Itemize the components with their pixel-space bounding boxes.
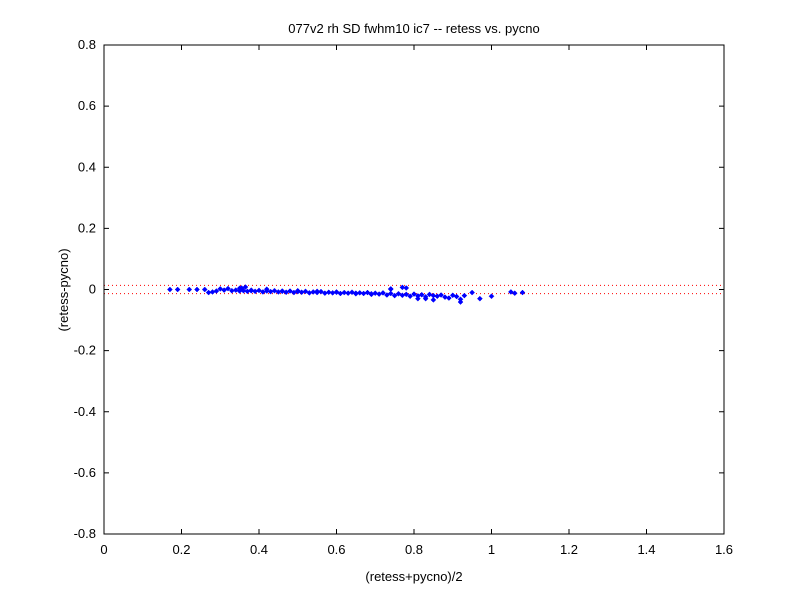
x-tick-label: 0.6 bbox=[327, 542, 345, 557]
reference-lines bbox=[104, 284, 724, 295]
data-point bbox=[384, 292, 390, 298]
data-point bbox=[372, 290, 379, 297]
y-tick-label: 0.2 bbox=[78, 220, 96, 235]
data-point bbox=[294, 287, 301, 294]
y-tick-label: 0.6 bbox=[78, 98, 96, 113]
data-point bbox=[167, 286, 173, 293]
data-point bbox=[302, 288, 309, 295]
y-tick-label: -0.8 bbox=[74, 526, 96, 541]
x-axis-label: (retess+pycno)/2 bbox=[365, 569, 462, 584]
y-tick-label: 0 bbox=[89, 282, 96, 297]
chart-title: 077v2 rh SD fwhm10 ic7 -- retess vs. pyc… bbox=[288, 21, 539, 36]
data-point bbox=[325, 289, 332, 296]
data-point bbox=[287, 288, 293, 294]
data-point bbox=[438, 292, 444, 298]
x-tick-label: 0.2 bbox=[172, 542, 190, 557]
data-point bbox=[387, 290, 394, 297]
data-point bbox=[232, 287, 239, 293]
data-point bbox=[213, 288, 220, 294]
x-tick-label: 0.4 bbox=[250, 542, 268, 557]
data-point bbox=[240, 287, 247, 294]
data-point bbox=[263, 286, 270, 293]
data-point bbox=[461, 292, 468, 299]
data-point bbox=[411, 291, 417, 297]
data-point bbox=[356, 290, 363, 296]
data-point bbox=[511, 290, 518, 297]
y-tick-label: 0.4 bbox=[78, 159, 96, 174]
data-point bbox=[399, 284, 406, 291]
y-tick-label: -0.4 bbox=[74, 404, 96, 419]
data-point bbox=[186, 286, 193, 293]
data-point bbox=[174, 286, 181, 293]
data-point bbox=[446, 295, 452, 301]
data-point bbox=[201, 286, 208, 293]
y-tick-label: -0.2 bbox=[74, 343, 96, 358]
x-tick-label: 0.8 bbox=[405, 542, 423, 557]
data-point bbox=[248, 287, 255, 294]
x-tick-label: 0 bbox=[100, 542, 107, 557]
data-point bbox=[469, 289, 475, 296]
y-axis-ticks: 0.8 0.6 0.4 0.2 0 -0.2 -0.4 -0.6 -0.8 bbox=[74, 37, 724, 541]
data-point bbox=[349, 289, 355, 296]
x-axis-ticks: 0 0.2 0.4 0.6 0.8 1 1.2 1.4 1.6 bbox=[100, 45, 733, 557]
data-point bbox=[457, 299, 464, 305]
data-point bbox=[477, 295, 483, 302]
data-point bbox=[333, 289, 340, 296]
data-points bbox=[167, 284, 526, 305]
y-axis-label: (retess-pycno) bbox=[56, 248, 71, 331]
data-point bbox=[314, 288, 320, 295]
data-point bbox=[422, 295, 429, 302]
data-point bbox=[407, 293, 413, 300]
data-point bbox=[387, 286, 394, 293]
data-point bbox=[236, 285, 243, 292]
data-point bbox=[403, 291, 410, 298]
data-point bbox=[380, 290, 386, 296]
data-point bbox=[221, 287, 227, 293]
x-tick-label: 1 bbox=[488, 542, 495, 557]
data-point bbox=[488, 293, 495, 300]
data-point bbox=[418, 291, 425, 298]
data-point bbox=[519, 289, 526, 296]
data-point bbox=[341, 289, 348, 296]
data-point bbox=[353, 290, 359, 297]
data-point bbox=[194, 286, 200, 293]
data-point bbox=[430, 297, 437, 303]
data-point bbox=[453, 293, 460, 300]
data-point bbox=[403, 285, 410, 291]
x-tick-label: 1.4 bbox=[637, 542, 655, 557]
y-tick-label: 0.8 bbox=[78, 37, 96, 52]
data-point bbox=[242, 284, 249, 290]
data-point bbox=[395, 290, 402, 297]
data-point bbox=[442, 294, 448, 300]
data-point bbox=[368, 290, 375, 297]
data-point bbox=[391, 292, 398, 299]
data-point bbox=[415, 295, 421, 302]
x-tick-label: 1.6 bbox=[715, 542, 733, 557]
data-point bbox=[256, 287, 262, 294]
x-tick-label: 1.2 bbox=[560, 542, 578, 557]
data-point bbox=[279, 288, 286, 294]
data-point bbox=[225, 285, 231, 292]
y-tick-label: -0.6 bbox=[74, 465, 96, 480]
